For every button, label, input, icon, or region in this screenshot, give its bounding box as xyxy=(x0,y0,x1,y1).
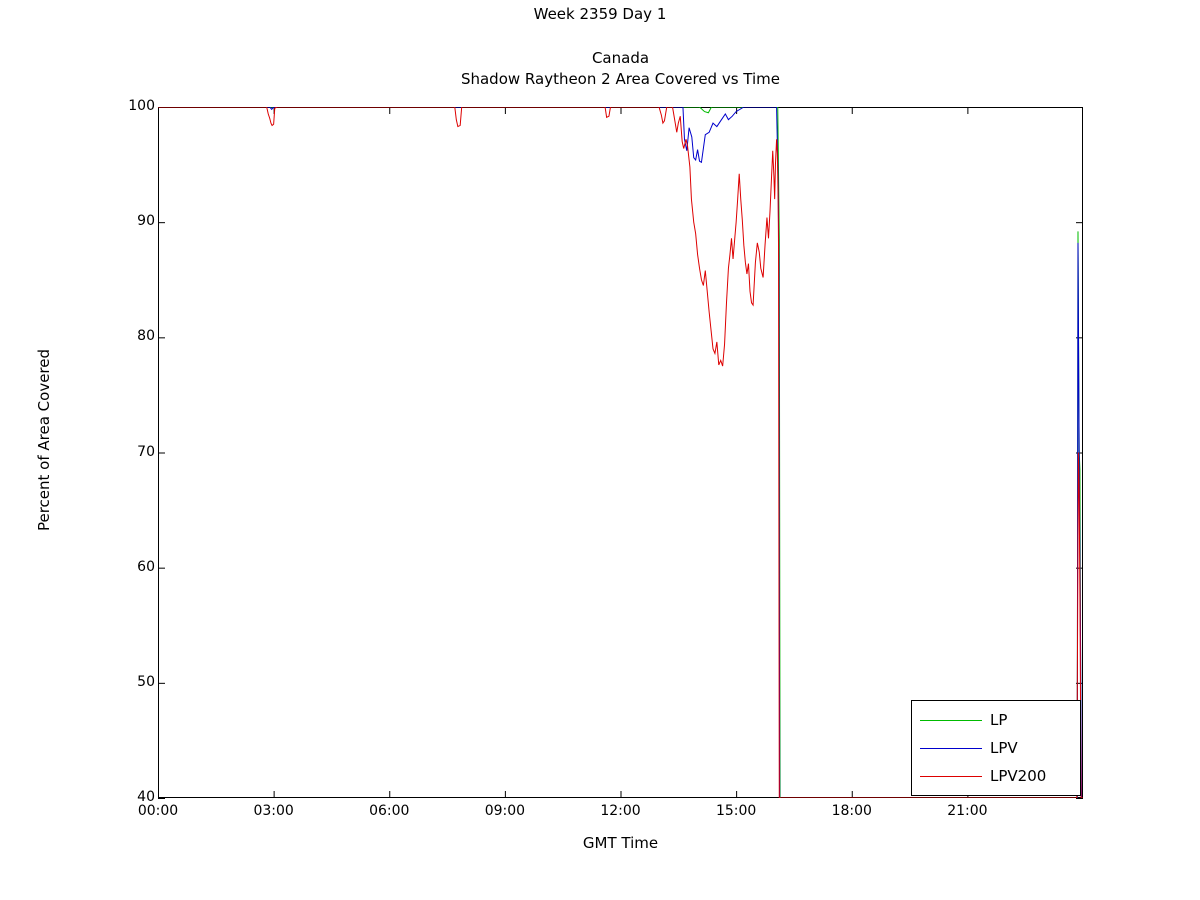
series-line-lp xyxy=(158,107,1083,798)
x-tick-label: 15:00 xyxy=(715,803,757,819)
data-series-layer xyxy=(158,107,1083,798)
y-tick-label: 100 xyxy=(128,98,155,114)
figure-suptitle: Week 2359 Day 1 xyxy=(533,5,667,23)
y-tick-label: 90 xyxy=(137,213,155,230)
legend-label-lpv200: LPV200 xyxy=(990,767,1047,785)
legend-item-lp[interactable]: LP xyxy=(912,707,1082,735)
x-tick-label: 21:00 xyxy=(947,803,988,819)
axis-tick-marks xyxy=(158,107,1083,799)
series-line-lpv xyxy=(158,107,1083,798)
chart-title-line-2: Shadow Raytheon 2 Area Covered vs Time xyxy=(460,70,781,88)
chart-title-line-1: Canada xyxy=(591,49,650,67)
legend-label-lp: LP xyxy=(990,711,1008,729)
y-tick-label: 70 xyxy=(137,443,155,460)
x-tick-label: 03:00 xyxy=(253,803,294,819)
x-tick-label: 12:00 xyxy=(600,803,641,819)
y-tick-label: 60 xyxy=(137,558,155,575)
legend-swatch-lpv xyxy=(920,748,982,749)
axes-frame xyxy=(158,107,1083,798)
legend-swatch-lp xyxy=(920,720,982,721)
x-axis-label: GMT Time xyxy=(582,834,659,852)
chart-title: Canada Shadow Raytheon 2 Area Covered vs… xyxy=(158,48,1083,90)
legend-item-lpv[interactable]: LPV xyxy=(912,735,1082,763)
y-tick-label: 40 xyxy=(137,789,155,805)
x-tick-label: 00:00 xyxy=(137,803,179,819)
legend[interactable]: LP LPV LPV200 xyxy=(911,700,1081,796)
x-tick-label: 09:00 xyxy=(484,803,526,819)
legend-swatch-lpv200 xyxy=(920,776,982,777)
x-tick-label: 06:00 xyxy=(369,803,410,819)
legend-label-lpv: LPV xyxy=(990,739,1018,757)
y-tick-label: 50 xyxy=(137,673,155,690)
x-tick-label: 18:00 xyxy=(831,803,872,819)
legend-item-lpv200[interactable]: LPV200 xyxy=(912,763,1082,791)
y-tick-label: 80 xyxy=(137,328,155,345)
series-line-lpv200 xyxy=(158,107,1083,798)
